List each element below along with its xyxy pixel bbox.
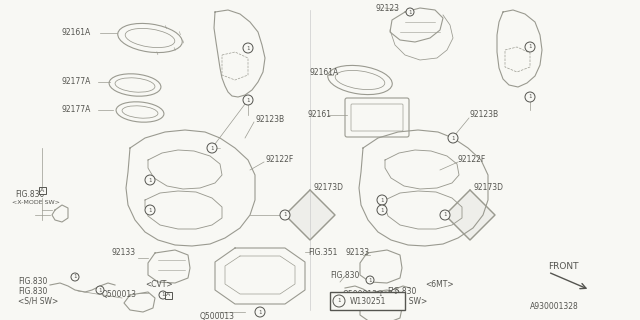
Text: 1: 1 <box>246 45 250 51</box>
Text: <S/H SW>: <S/H SW> <box>387 297 428 306</box>
Text: 92161A: 92161A <box>62 28 92 37</box>
Text: FIG.830: FIG.830 <box>387 287 417 296</box>
Text: 1: 1 <box>337 299 340 303</box>
Text: <CVT>: <CVT> <box>145 280 173 289</box>
Circle shape <box>255 307 265 317</box>
Circle shape <box>440 210 450 220</box>
Circle shape <box>145 175 155 185</box>
Text: <S/H SW>: <S/H SW> <box>18 297 58 306</box>
Text: 92133: 92133 <box>112 248 136 257</box>
Circle shape <box>96 286 104 294</box>
Circle shape <box>376 291 384 299</box>
Text: A: A <box>40 188 44 193</box>
Text: 92177A: 92177A <box>62 105 92 114</box>
Text: 1: 1 <box>451 135 454 140</box>
Circle shape <box>391 289 399 297</box>
Text: 92161: 92161 <box>307 110 331 119</box>
Circle shape <box>207 143 217 153</box>
Text: 1: 1 <box>148 207 152 212</box>
Text: A: A <box>166 292 170 298</box>
Text: 1: 1 <box>148 178 152 182</box>
Circle shape <box>333 295 345 307</box>
Text: 1: 1 <box>74 275 77 279</box>
Text: Q500013: Q500013 <box>102 290 137 299</box>
Circle shape <box>525 92 535 102</box>
Circle shape <box>71 273 79 281</box>
Text: 1: 1 <box>211 146 214 150</box>
Circle shape <box>377 195 387 205</box>
Circle shape <box>159 291 167 299</box>
Text: 1: 1 <box>369 277 372 283</box>
Circle shape <box>280 210 290 220</box>
Circle shape <box>377 205 387 215</box>
FancyBboxPatch shape <box>330 292 405 310</box>
Bar <box>164 292 172 299</box>
Text: FRONT: FRONT <box>548 262 579 271</box>
Text: 92123B: 92123B <box>255 115 284 124</box>
Polygon shape <box>445 190 495 240</box>
Text: 1: 1 <box>378 292 381 298</box>
Text: <6MT>: <6MT> <box>425 280 454 289</box>
Text: 92122F: 92122F <box>265 155 293 164</box>
Text: 1: 1 <box>284 212 287 218</box>
Text: 92122F: 92122F <box>458 155 486 164</box>
Text: 1: 1 <box>380 207 383 212</box>
Text: 1: 1 <box>259 309 262 315</box>
Text: 1: 1 <box>161 292 164 298</box>
Text: Q500013: Q500013 <box>200 312 235 320</box>
Circle shape <box>448 133 458 143</box>
Text: FIG.830: FIG.830 <box>18 287 47 296</box>
Text: FIG.351: FIG.351 <box>308 248 337 257</box>
Circle shape <box>366 276 374 284</box>
Text: 92123: 92123 <box>375 4 399 13</box>
Text: 92133: 92133 <box>345 248 369 257</box>
Circle shape <box>525 42 535 52</box>
Text: W130251: W130251 <box>350 298 387 307</box>
Text: 92123B: 92123B <box>470 110 499 119</box>
Text: 1: 1 <box>99 287 102 292</box>
Text: A930001328: A930001328 <box>530 302 579 311</box>
Circle shape <box>406 8 414 16</box>
Bar <box>38 187 45 194</box>
Polygon shape <box>285 190 335 240</box>
Text: 1: 1 <box>246 98 250 102</box>
Text: FIG.830: FIG.830 <box>15 190 44 199</box>
Text: FIG.830: FIG.830 <box>330 271 360 280</box>
Text: 1: 1 <box>408 10 412 14</box>
Circle shape <box>145 205 155 215</box>
Circle shape <box>243 95 253 105</box>
Text: 92161A: 92161A <box>310 68 339 77</box>
Text: 92173D: 92173D <box>313 183 343 192</box>
Text: FIG.830: FIG.830 <box>18 277 47 286</box>
Text: 1: 1 <box>529 44 532 50</box>
Text: Q500013: Q500013 <box>343 290 378 299</box>
Text: 1: 1 <box>394 291 397 295</box>
Text: 1: 1 <box>380 197 383 203</box>
Circle shape <box>243 43 253 53</box>
Text: 1: 1 <box>444 212 447 218</box>
Text: 92177A: 92177A <box>62 77 92 86</box>
Text: 92173D: 92173D <box>473 183 503 192</box>
Text: 1: 1 <box>529 94 532 100</box>
Text: <X-MODE SW>: <X-MODE SW> <box>12 200 60 205</box>
